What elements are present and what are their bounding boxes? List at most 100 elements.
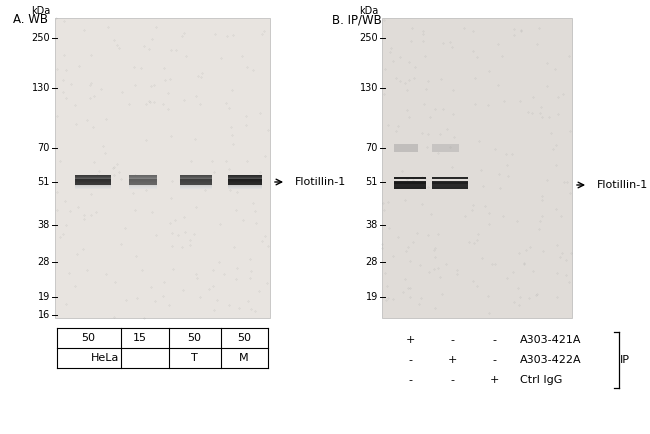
Text: M: M: [239, 353, 249, 363]
Bar: [75, 180, 111, 181]
Bar: [228, 187, 262, 188]
Bar: [394, 187, 426, 188]
Bar: [180, 188, 212, 189]
Bar: [75, 182, 111, 183]
Bar: [129, 176, 157, 177]
Bar: [432, 188, 468, 189]
Bar: [75, 188, 111, 189]
Bar: [75, 177, 111, 178]
Text: 70: 70: [365, 143, 378, 153]
Bar: [394, 179, 426, 180]
Bar: [180, 180, 212, 181]
Text: -: -: [408, 375, 412, 385]
Text: -: -: [450, 375, 454, 385]
Text: +: +: [447, 355, 457, 365]
Bar: [394, 189, 426, 190]
Bar: [228, 176, 262, 177]
Bar: [180, 177, 212, 178]
Bar: [394, 188, 426, 189]
Bar: [394, 191, 426, 192]
Bar: [228, 185, 262, 186]
Bar: [129, 178, 157, 179]
Text: 50: 50: [237, 333, 251, 343]
Text: 38: 38: [38, 220, 50, 230]
Bar: [394, 183, 426, 184]
Text: HeLa: HeLa: [91, 353, 119, 363]
Text: 250: 250: [31, 33, 50, 43]
Bar: [180, 184, 212, 185]
Bar: [129, 181, 157, 182]
Bar: [394, 181, 426, 182]
Bar: [432, 191, 468, 192]
Bar: [432, 183, 468, 184]
Bar: [228, 180, 262, 181]
Bar: [180, 179, 212, 185]
Bar: [75, 175, 111, 176]
Bar: [129, 177, 157, 178]
Bar: [180, 185, 212, 186]
Bar: [432, 182, 468, 183]
Text: A303-422A: A303-422A: [520, 355, 582, 365]
Bar: [228, 188, 262, 189]
Text: 19: 19: [366, 292, 378, 302]
Bar: [394, 144, 418, 152]
Text: Flotillin-1: Flotillin-1: [597, 180, 649, 190]
Bar: [228, 179, 262, 180]
Bar: [228, 178, 262, 179]
Bar: [180, 183, 212, 184]
Text: +: +: [406, 335, 415, 345]
Bar: [382, 18, 572, 318]
Text: 38: 38: [366, 220, 378, 230]
Text: +: +: [489, 375, 499, 385]
Text: -: -: [450, 335, 454, 345]
Bar: [129, 186, 157, 187]
Text: T: T: [190, 353, 198, 363]
Text: kDa: kDa: [31, 6, 50, 16]
Bar: [432, 178, 468, 179]
Text: 16: 16: [38, 310, 50, 320]
Bar: [180, 186, 212, 187]
Bar: [394, 190, 426, 191]
Bar: [228, 181, 262, 182]
Bar: [432, 180, 468, 181]
Text: 130: 130: [32, 83, 50, 93]
Bar: [129, 179, 157, 185]
Bar: [432, 179, 468, 180]
Bar: [180, 175, 212, 176]
Bar: [129, 182, 157, 183]
Text: 250: 250: [359, 33, 378, 43]
Text: B. IP/WB: B. IP/WB: [332, 13, 382, 26]
Bar: [432, 181, 468, 189]
Text: 50: 50: [81, 333, 95, 343]
Text: 70: 70: [38, 143, 50, 153]
Bar: [394, 182, 426, 183]
Bar: [394, 181, 426, 189]
Bar: [432, 185, 468, 186]
Bar: [394, 178, 426, 179]
Bar: [394, 185, 426, 186]
Bar: [432, 181, 468, 182]
Bar: [228, 182, 262, 183]
Bar: [75, 187, 111, 188]
Text: A. WB: A. WB: [13, 13, 48, 26]
Bar: [55, 18, 270, 318]
Text: Ctrl IgG: Ctrl IgG: [520, 375, 562, 385]
Bar: [129, 175, 157, 176]
Bar: [75, 184, 111, 185]
Bar: [129, 184, 157, 185]
Bar: [75, 185, 111, 186]
Text: 50: 50: [187, 333, 201, 343]
Bar: [432, 187, 468, 188]
Text: 51: 51: [38, 177, 50, 187]
Text: 19: 19: [38, 292, 50, 302]
Bar: [228, 183, 262, 184]
Bar: [432, 144, 459, 152]
Bar: [228, 175, 262, 176]
Bar: [180, 187, 212, 188]
Bar: [75, 178, 111, 179]
Bar: [129, 187, 157, 188]
Bar: [129, 183, 157, 184]
Bar: [129, 180, 157, 181]
Bar: [129, 179, 157, 180]
Text: A303-421A: A303-421A: [520, 335, 582, 345]
